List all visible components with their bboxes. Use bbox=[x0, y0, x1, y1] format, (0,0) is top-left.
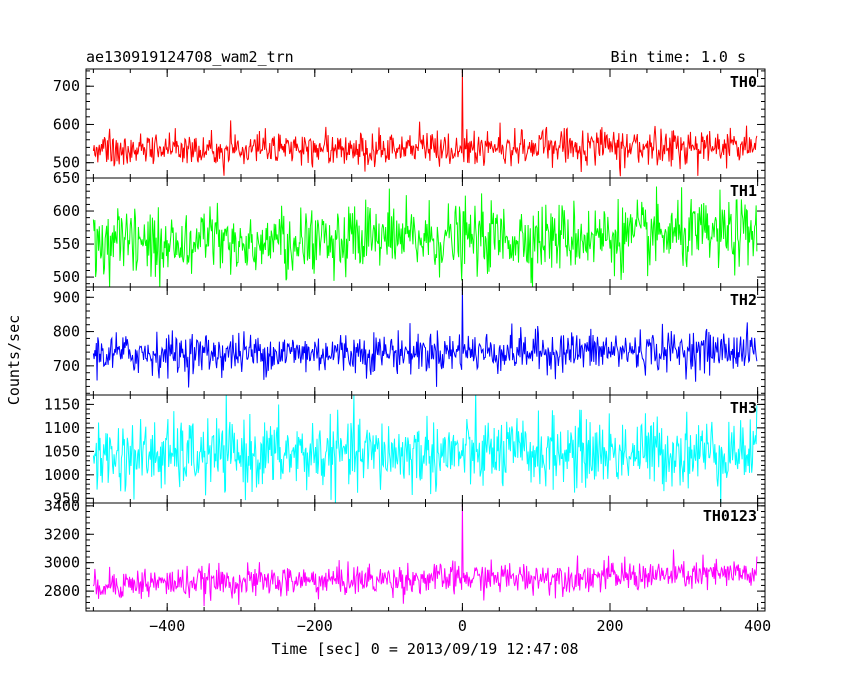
y-tick-label: 2800 bbox=[44, 582, 80, 600]
y-tick-label: 3200 bbox=[44, 525, 80, 543]
bin-time-label: Bin time: 1.0 s bbox=[611, 48, 746, 66]
series-line-th3 bbox=[92, 395, 758, 503]
series-line-th0123 bbox=[92, 504, 758, 607]
x-axis-label: Time [sec] 0 = 2013/09/19 12:47:08 bbox=[271, 640, 578, 658]
panel-frame bbox=[85, 502, 766, 612]
y-tick-label: 800 bbox=[53, 323, 80, 341]
y-tick-label: 950 bbox=[53, 489, 80, 507]
y-tick-label: 500 bbox=[53, 268, 80, 286]
x-tick-label: −200 bbox=[297, 617, 333, 635]
series-line-th2 bbox=[92, 287, 758, 388]
y-tick-label: 3000 bbox=[44, 554, 80, 572]
y-tick-label: 3400 bbox=[44, 497, 80, 515]
y-tick-label: 1050 bbox=[44, 442, 80, 460]
y-axis-label: Counts/sec bbox=[5, 315, 23, 405]
y-tick-label: 900 bbox=[53, 288, 80, 306]
panel-label-th1: TH1 bbox=[730, 182, 757, 200]
series-line-th1 bbox=[92, 186, 758, 287]
x-tick-label: 400 bbox=[744, 617, 771, 635]
y-tick-label: 1100 bbox=[44, 419, 80, 437]
panel-th2: 700 800 900 TH2 bbox=[53, 286, 766, 396]
y-tick-label: 500 bbox=[53, 154, 80, 172]
panel-label-th3: TH3 bbox=[730, 399, 757, 417]
y-tick-label: 1150 bbox=[44, 395, 80, 413]
y-tick-label: 650 bbox=[53, 169, 80, 187]
panel-label-th0: TH0 bbox=[730, 73, 757, 91]
y-tick-label: 1000 bbox=[44, 466, 80, 484]
series-line-th0 bbox=[92, 69, 758, 177]
panel-th3: 950 1000 1050 1100 1150 TH3 bbox=[44, 394, 766, 507]
chart-title: ae130919124708_wam2_trn bbox=[86, 48, 294, 66]
x-tick-label: 0 bbox=[458, 617, 467, 635]
x-tick-label: 200 bbox=[596, 617, 623, 635]
panel-th0123: 2800 3000 3200 3400 TH0123 −400 −200 0 200 400 bbox=[44, 497, 771, 635]
y-tick-label: 700 bbox=[53, 77, 80, 95]
panels-group: 500 600 700 TH0 500 550 600 650 TH1 700 800 900 TH2 9… bbox=[44, 68, 771, 635]
panel-label-th0123: TH0123 bbox=[703, 507, 757, 525]
y-tick-label: 550 bbox=[53, 235, 80, 253]
panel-th0: 500 600 700 TH0 bbox=[53, 68, 766, 179]
y-tick-label: 600 bbox=[53, 115, 80, 133]
panel-frame bbox=[85, 68, 766, 179]
x-tick-label: −400 bbox=[149, 617, 185, 635]
y-tick-label: 700 bbox=[53, 357, 80, 375]
y-tick-label: 600 bbox=[53, 202, 80, 220]
panel-label-th2: TH2 bbox=[730, 291, 757, 309]
panel-th1: 500 550 600 650 TH1 bbox=[53, 169, 766, 288]
